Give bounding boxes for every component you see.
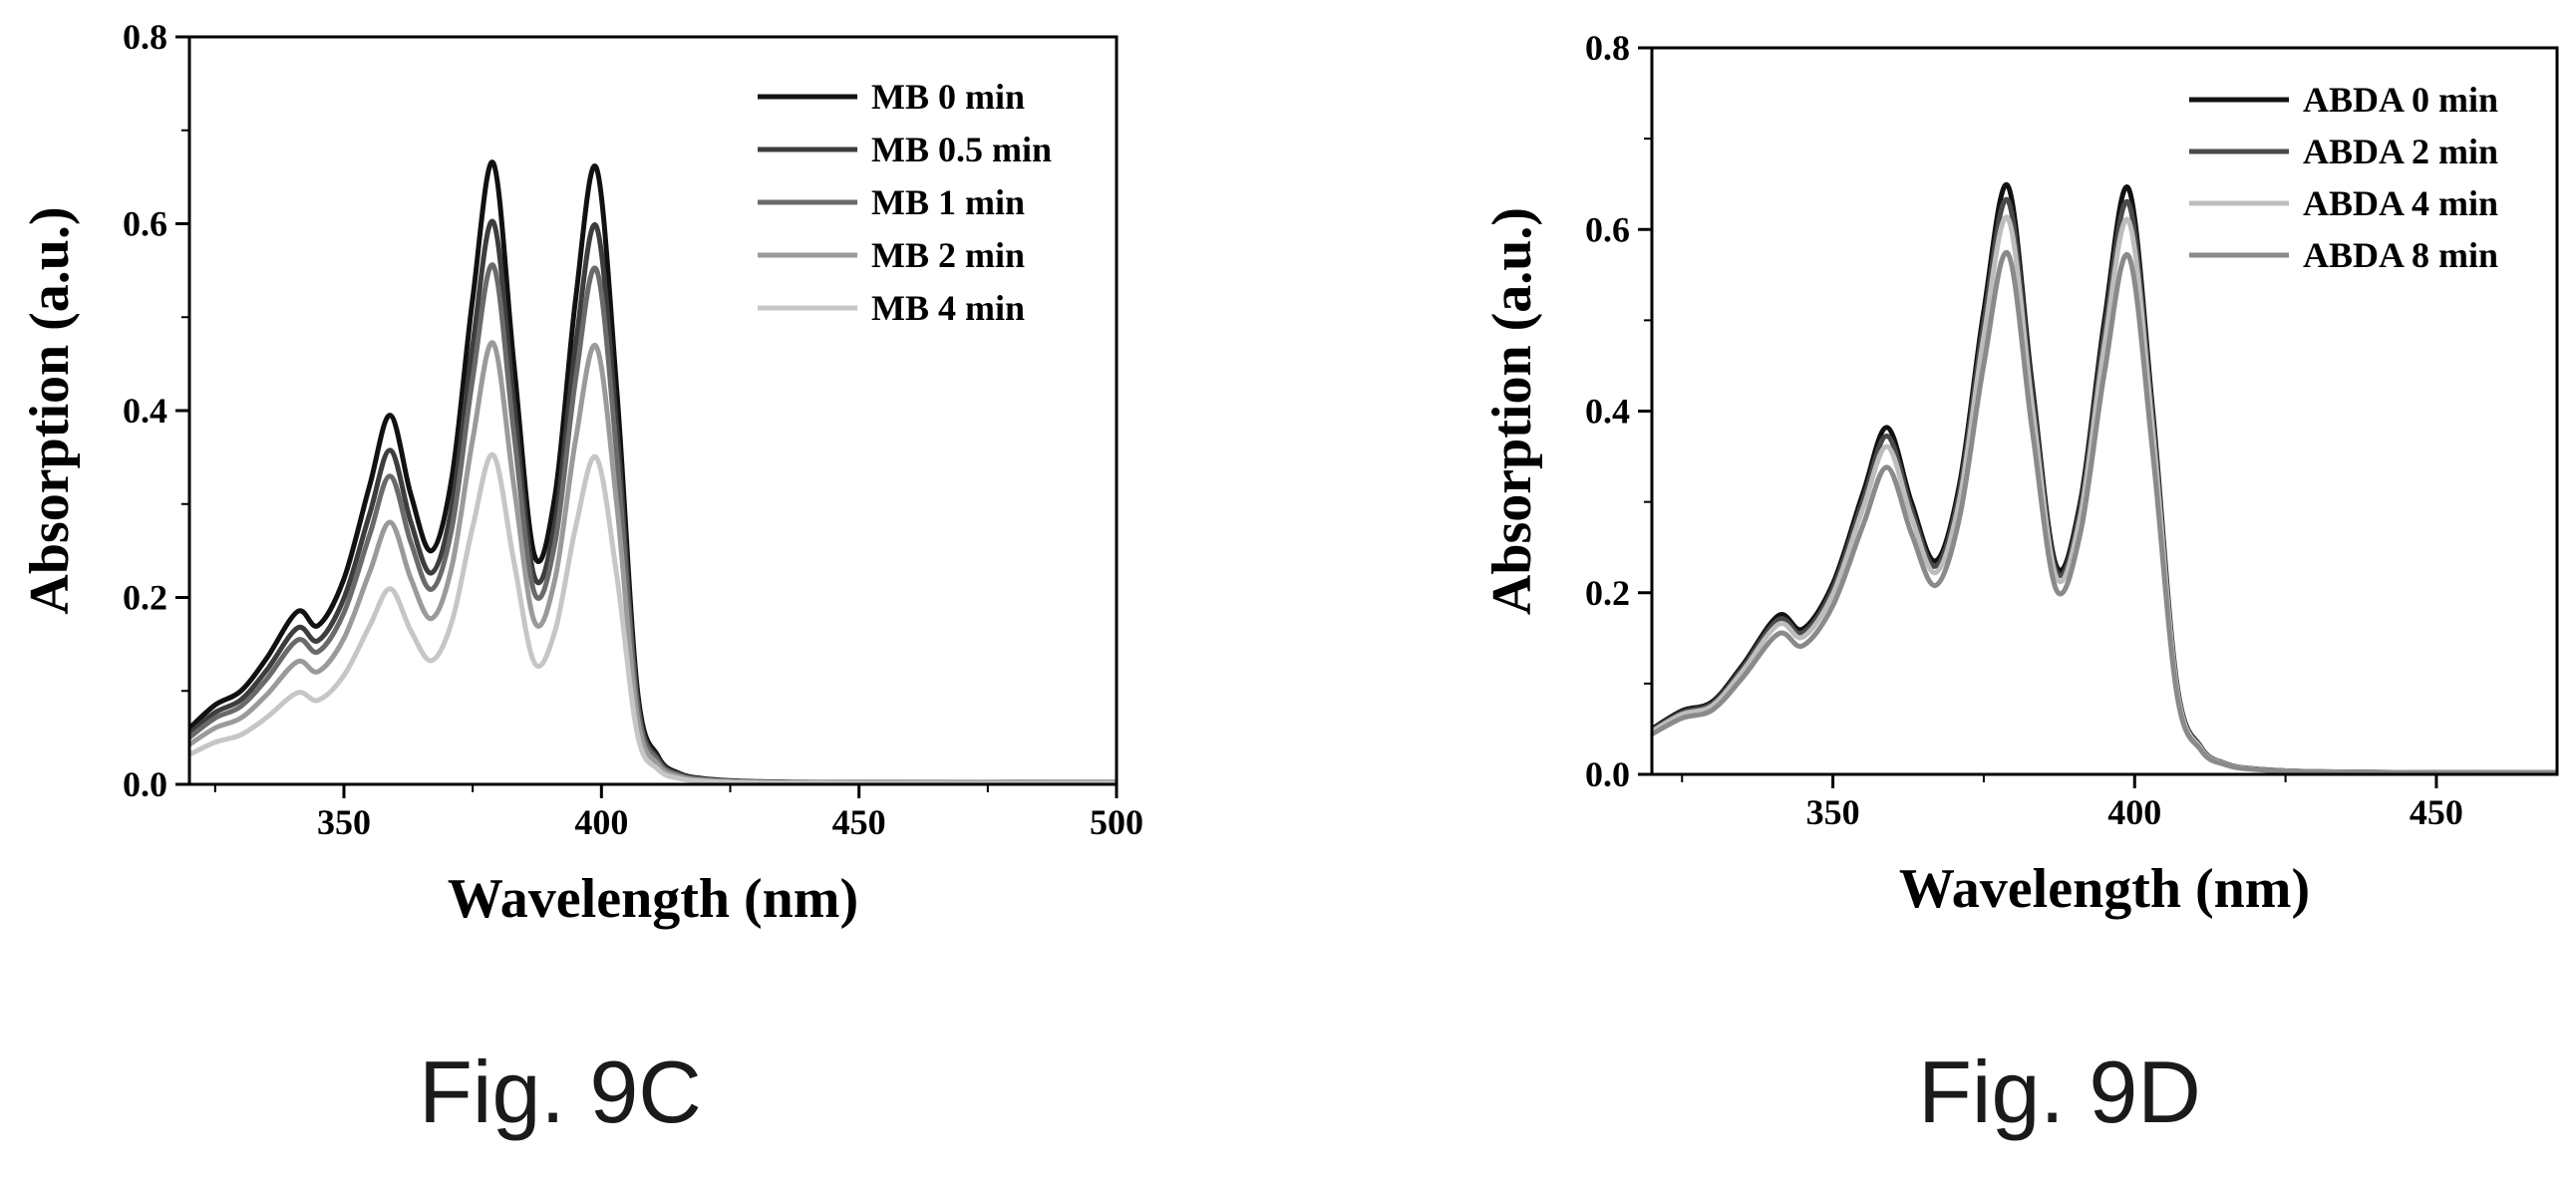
- y-tick-label: 0.2: [123, 578, 167, 618]
- x-tick-label: 400: [2107, 792, 2161, 832]
- y-tick-label: 0.6: [123, 204, 167, 244]
- legend-label: ABDA 2 min: [2303, 132, 2498, 171]
- legend-label: MB 0.5 min: [871, 130, 1052, 169]
- legend-label: ABDA 8 min: [2303, 235, 2498, 275]
- x-axis-label: Wavelength (nm): [448, 868, 858, 930]
- chart-9d: 350 400 450 0.0 0.2 0.4 0.6 0.8 Wavelength (nm) A…: [1481, 28, 2559, 920]
- legend-label: MB 4 min: [871, 288, 1025, 328]
- y-tick-label: 0.0: [1585, 754, 1630, 794]
- x-tick-label: 400: [574, 802, 628, 842]
- y-axis-label: Absorption (a.u.): [19, 206, 81, 614]
- series-line-d-2: [1652, 214, 2557, 774]
- x-tick-label: 500: [1090, 802, 1143, 842]
- data-series-group: [1652, 181, 2557, 774]
- chart-9c: 350 400 450 500 0.0 0.2 0.4 0.6 0.8 Wavelength (n…: [19, 17, 1143, 930]
- y-tick-label: 0.8: [1585, 28, 1630, 68]
- legend-label: MB 2 min: [871, 235, 1025, 275]
- y-tick-label: 0.4: [123, 391, 167, 431]
- series-line-c-3: [189, 340, 1117, 784]
- y-tick-label: 0.2: [1585, 573, 1630, 613]
- x-axis-label: Wavelength (nm): [1899, 858, 2310, 920]
- y-tick-label: 0.0: [123, 764, 167, 804]
- series-line-c-4: [189, 451, 1117, 784]
- legend-label: MB 0 min: [871, 77, 1025, 117]
- x-tick-label: 450: [832, 802, 886, 842]
- legend-label: ABDA 4 min: [2303, 183, 2498, 223]
- figure-caption-9c: Fig. 9C: [419, 1042, 702, 1141]
- y-tick-label: 0.4: [1585, 392, 1630, 432]
- x-tick-label: 350: [1806, 792, 1860, 832]
- y-tick-label: 0.6: [1585, 209, 1630, 249]
- y-axis-label: Absorption (a.u.): [1481, 207, 1543, 615]
- legend-label: MB 1 min: [871, 182, 1025, 222]
- x-tick-label: 350: [317, 802, 371, 842]
- figure-caption-9d: Fig. 9D: [1918, 1042, 2201, 1141]
- y-tick-label: 0.8: [123, 17, 167, 57]
- x-tick-label: 450: [2410, 792, 2463, 832]
- series-line-d-1: [1652, 196, 2557, 774]
- data-series-group: [189, 159, 1117, 784]
- legend-label: ABDA 0 min: [2303, 80, 2498, 120]
- series-line-d-3: [1652, 250, 2557, 774]
- series-line-c-2: [189, 262, 1117, 784]
